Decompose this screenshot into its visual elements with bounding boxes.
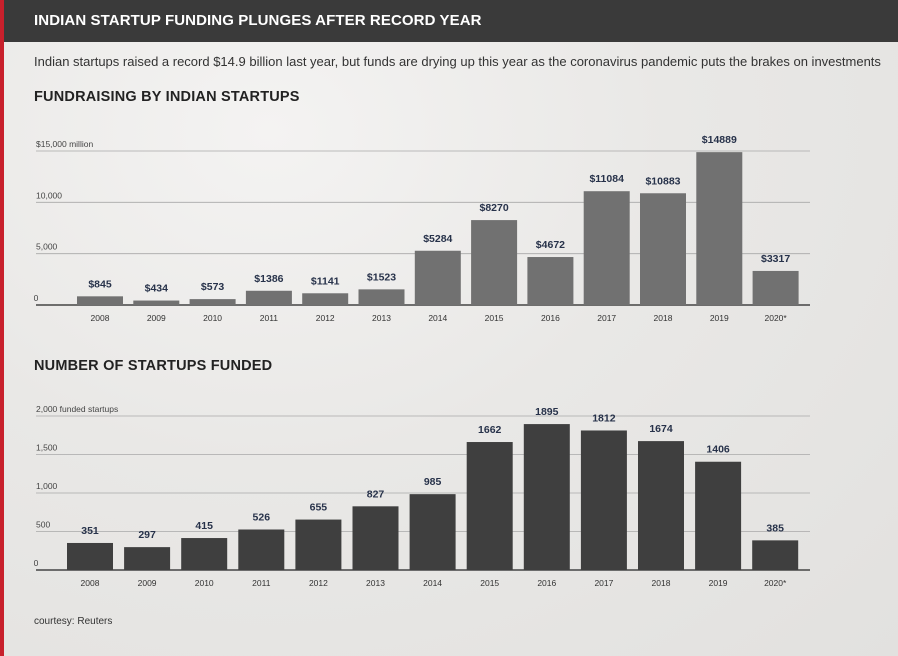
startups-xtick-label: 2015 [480, 578, 499, 588]
startups-value-label: 1662 [478, 424, 502, 436]
startups-value-label: 526 [253, 511, 271, 523]
startups-value-label: 297 [138, 529, 156, 541]
funding-xtick-label: 2016 [541, 313, 560, 323]
startups-bar [580, 430, 627, 570]
startups-xtick-label: 2019 [709, 578, 728, 588]
funding-xtick-label: 2011 [260, 313, 279, 323]
startups-value-label: 1812 [592, 412, 616, 424]
accent-bar [0, 0, 4, 656]
funding-value-label: $8270 [479, 202, 508, 214]
funding-bar [471, 220, 518, 305]
funding-bar [302, 293, 349, 305]
funding-xtick-label: 2012 [316, 313, 335, 323]
funding-xtick-label: 2008 [91, 313, 110, 323]
startups-value-label: 1674 [649, 423, 673, 435]
funding-xtick-label: 2015 [485, 313, 504, 323]
startups-bar [466, 442, 513, 570]
startups-xtick-label: 2018 [652, 578, 671, 588]
funding-bar [752, 270, 799, 305]
startups-value-label: 385 [766, 522, 784, 534]
startups-xtick-label: 2013 [366, 578, 385, 588]
startups-bar [67, 542, 113, 570]
funding-xtick-label: 2010 [203, 313, 222, 323]
startups-value-label: 985 [424, 476, 442, 488]
startups-bar [752, 540, 799, 570]
funding-bar [696, 152, 743, 305]
startups-ytick-label: 2,000 funded startups [36, 404, 118, 414]
startups-bar [523, 424, 570, 570]
startups-bar [295, 519, 342, 570]
chart1-title: FUNDRAISING BY INDIAN STARTUPS [34, 89, 300, 105]
startups-xtick-label: 2016 [537, 578, 556, 588]
startups-xtick-label: 2009 [138, 578, 157, 588]
funding-ytick-label: 0 [34, 293, 39, 303]
funding-value-label: $573 [201, 281, 225, 293]
startups-bar [695, 461, 742, 570]
startups-ytick-label: 500 [36, 520, 50, 530]
chart2-title: NUMBER OF STARTUPS FUNDED [34, 358, 273, 374]
funding-ytick-label: $15,000 million [36, 139, 93, 149]
funding-xtick-label: 2019 [710, 313, 729, 323]
funding-bar [527, 257, 574, 305]
funding-xtick-label: 2020* [764, 313, 787, 323]
startups-value-label: 655 [310, 502, 328, 514]
funding-bar [640, 193, 686, 305]
startups-bar [409, 494, 456, 570]
funding-value-label: $10883 [645, 175, 680, 187]
startups-value-label: 827 [367, 488, 385, 500]
funding-value-label: $434 [145, 283, 169, 295]
funding-bar [414, 250, 461, 305]
startups-xtick-label: 2020* [764, 578, 787, 588]
startups-bar [352, 506, 399, 570]
funding-value-label: $14889 [702, 134, 737, 146]
header-banner: INDIAN STARTUP FUNDING PLUNGES AFTER REC… [4, 0, 898, 42]
funding-value-label: $11084 [589, 173, 624, 185]
startups-xtick-label: 2017 [594, 578, 613, 588]
funding-xtick-label: 2013 [372, 313, 391, 323]
funding-bar [189, 299, 236, 305]
funding-ytick-label: 10,000 [36, 190, 62, 200]
funding-value-label: $3317 [761, 253, 790, 265]
startups-ytick-label: 0 [34, 558, 39, 568]
funding-bar [245, 290, 292, 305]
startups-ytick-label: 1,500 [36, 443, 58, 453]
page-title: INDIAN STARTUP FUNDING PLUNGES AFTER REC… [34, 12, 482, 29]
source-credit: courtesy: Reuters [34, 616, 113, 627]
startups-value-label: 1895 [535, 406, 559, 418]
funding-value-label: $845 [88, 278, 112, 290]
funding-xtick-label: 2009 [147, 313, 166, 323]
funding-xtick-label: 2017 [597, 313, 616, 323]
funding-bar [358, 289, 405, 305]
funding-value-label: $1386 [254, 273, 283, 285]
funding-bar [77, 296, 123, 305]
funding-xtick-label: 2018 [654, 313, 673, 323]
startups-xtick-label: 2012 [309, 578, 328, 588]
startups-value-label: 351 [81, 525, 99, 537]
funding-ytick-label: 5,000 [36, 242, 58, 252]
startups-xtick-label: 2010 [195, 578, 214, 588]
funding-bar [133, 300, 180, 305]
funding-value-label: $4672 [536, 239, 565, 251]
startups-bar [124, 547, 171, 570]
startups-bar [181, 538, 228, 570]
startups-bar [238, 529, 285, 570]
startups-xtick-label: 2014 [423, 578, 442, 588]
funding-value-label: $5284 [423, 233, 452, 245]
page-subtitle: Indian startups raised a record $14.9 bi… [34, 54, 881, 69]
startups-value-label: 1406 [706, 444, 730, 456]
funding-value-label: $1523 [367, 271, 396, 283]
funding-value-label: $1141 [311, 275, 340, 287]
startups-xtick-label: 2011 [252, 578, 271, 588]
startups-bar [638, 441, 684, 570]
funding-bar [583, 191, 630, 305]
startups-value-label: 415 [195, 520, 213, 532]
startups-xtick-label: 2008 [81, 578, 100, 588]
startups-ytick-label: 1,000 [36, 481, 58, 491]
funding-xtick-label: 2014 [428, 313, 447, 323]
